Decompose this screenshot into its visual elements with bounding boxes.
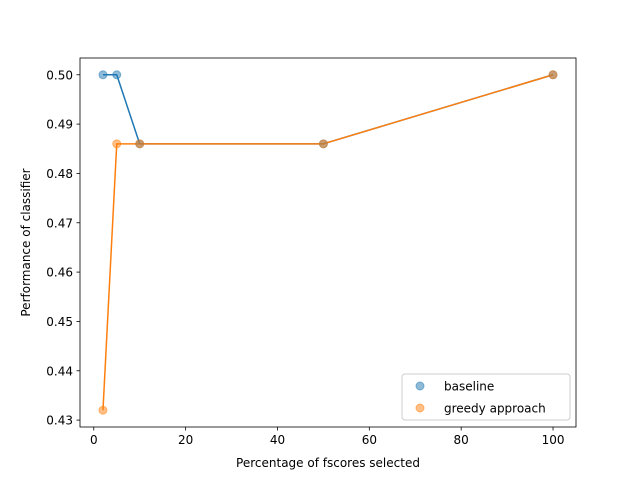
legend-marker-0 — [415, 381, 425, 391]
series-1-point — [98, 405, 108, 415]
x-tick-label: 40 — [270, 433, 285, 447]
y-tick-label: 0.50 — [46, 68, 73, 82]
y-axis-label: Performance of classifier — [19, 168, 33, 316]
x-tick-label: 60 — [362, 433, 377, 447]
legend-label-1: greedy approach — [444, 402, 546, 416]
series-line-0 — [102, 74, 554, 145]
series-1-point — [112, 139, 122, 149]
series-1-point — [548, 70, 558, 80]
x-tick-label: 100 — [542, 433, 565, 447]
series-line-1 — [102, 74, 554, 411]
y-tick-label: 0.47 — [46, 216, 73, 230]
series-1-point — [318, 139, 328, 149]
y-tick-label: 0.44 — [46, 364, 73, 378]
series-1-point — [135, 139, 145, 149]
y-tick-label: 0.45 — [46, 315, 73, 329]
y-tick-label: 0.48 — [46, 167, 73, 181]
x-tick-label: 20 — [178, 433, 193, 447]
series-0-point — [112, 70, 122, 80]
plot-area — [79, 57, 577, 428]
x-axis-label: Percentage of fscores selected — [236, 456, 420, 470]
y-axis-ticks: 0.43 0.44 0.45 0.46 0.47 0.48 0.49 0.50 — [46, 68, 80, 428]
x-axis-ticks: 0 20 40 60 80 100 — [90, 427, 565, 447]
legend-marker-1 — [415, 403, 425, 413]
x-tick-label: 0 — [90, 433, 98, 447]
legend-box — [401, 373, 571, 421]
legend: baseline greedy approach — [401, 373, 571, 421]
y-tick-label: 0.43 — [46, 414, 73, 428]
legend-label-0: baseline — [444, 380, 494, 394]
y-tick-label: 0.49 — [46, 118, 73, 132]
series-0-point — [98, 70, 108, 80]
axes-frame — [79, 57, 577, 428]
x-tick-label: 80 — [454, 433, 469, 447]
y-tick-label: 0.46 — [46, 266, 73, 280]
